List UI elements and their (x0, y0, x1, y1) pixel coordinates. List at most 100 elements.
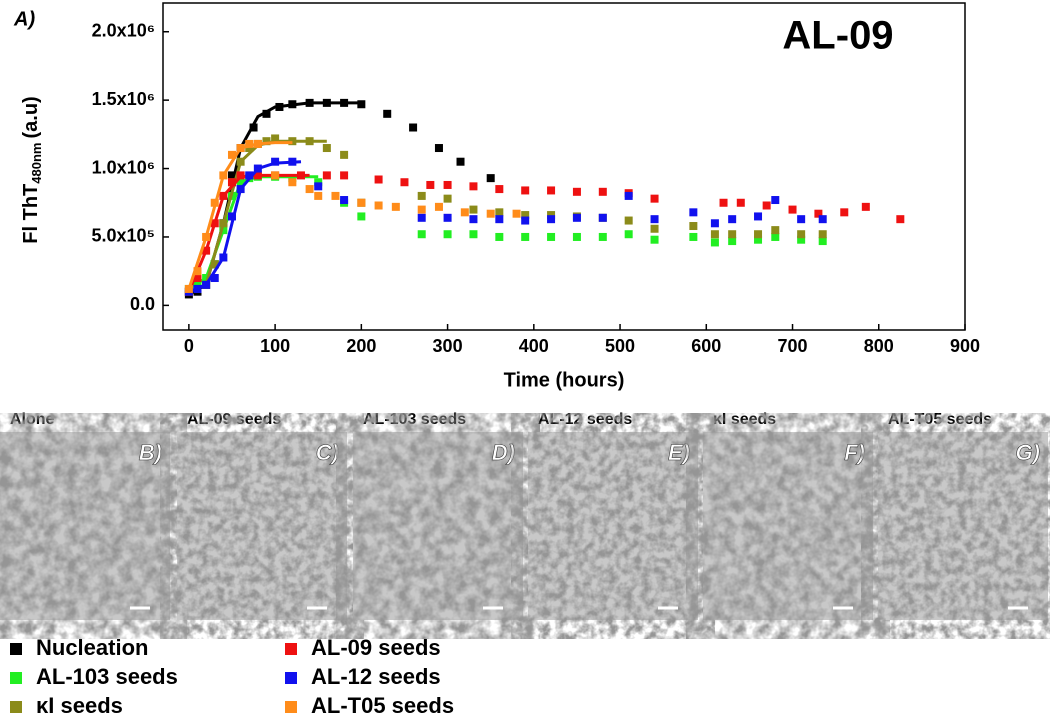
legend-label: AL-T05 seeds (311, 693, 454, 718)
micrograph-texture (878, 432, 1048, 620)
marker (486, 174, 495, 183)
x-axis-label: Time (hours) (504, 369, 625, 391)
marker (409, 123, 418, 132)
marker (340, 150, 349, 159)
x-tick-label: 300 (433, 336, 463, 356)
series (184, 171, 905, 296)
panel-title: Alone (10, 411, 55, 428)
marker (650, 194, 659, 203)
marker (417, 230, 426, 239)
marker (689, 222, 698, 231)
panel-letter: C) (316, 440, 339, 465)
marker (689, 208, 698, 217)
marker (547, 215, 556, 224)
panel-title: AL-T05 seeds (888, 411, 992, 428)
marker (357, 212, 366, 221)
panel-label: A) (13, 8, 35, 30)
marker (754, 235, 763, 244)
marker (572, 187, 581, 196)
marker (818, 237, 827, 246)
marker (417, 213, 426, 222)
legend-marker (10, 701, 22, 713)
marker (572, 213, 581, 222)
marker (434, 202, 443, 211)
marker (547, 211, 556, 220)
marker (840, 208, 849, 217)
marker (710, 219, 719, 228)
legend-marker (285, 672, 297, 684)
panel-title: AL-12 seeds (538, 411, 632, 428)
marker (443, 194, 452, 203)
y-tick-label: 0.0 (130, 294, 155, 314)
fit-line (188, 160, 302, 294)
panel-title: AL-09 seeds (187, 411, 281, 428)
marker (521, 232, 530, 241)
x-tick-label: 800 (864, 336, 894, 356)
marker (340, 171, 349, 180)
marker (434, 144, 443, 153)
y-axis-label: Fl ThT480nm (a.u) (20, 96, 44, 243)
marker (861, 202, 870, 211)
marker (314, 178, 323, 187)
marker (456, 157, 465, 166)
panel-letter: G) (1016, 440, 1040, 465)
legend-label: Nucleation (36, 635, 148, 660)
marker (495, 185, 504, 194)
x-tick-label: 700 (778, 336, 808, 356)
micrograph-texture (703, 432, 873, 620)
marker (357, 198, 366, 207)
panel-title: AL-103 seeds (363, 411, 466, 428)
marker (624, 191, 633, 200)
marker (426, 180, 435, 189)
marker (771, 232, 780, 241)
annotation: AL-09 (782, 14, 893, 58)
marker (443, 213, 452, 222)
marker (598, 232, 607, 241)
panel-letter: D) (492, 440, 515, 465)
marker (754, 230, 763, 239)
marker (771, 226, 780, 235)
marker (443, 180, 452, 189)
plot-frame (162, 2, 966, 331)
marker (495, 232, 504, 241)
marker (818, 230, 827, 239)
legend-label: AL-12 seeds (311, 664, 441, 689)
marker (797, 235, 806, 244)
marker (271, 171, 280, 180)
marker (227, 178, 236, 187)
marker (762, 201, 771, 210)
marker (357, 100, 366, 109)
marker (814, 209, 823, 218)
marker (262, 137, 271, 146)
marker (797, 215, 806, 224)
marker (417, 205, 426, 214)
marker (469, 230, 478, 239)
y-label-unit: (a.u) (20, 96, 42, 138)
fit-line (187, 141, 293, 290)
marker (227, 150, 236, 159)
marker (547, 232, 556, 241)
marker (391, 202, 400, 211)
marker (728, 237, 737, 246)
marker (227, 171, 236, 180)
panel-letter: F) (844, 440, 865, 465)
marker (572, 232, 581, 241)
marker (193, 267, 202, 276)
marker (728, 215, 737, 224)
marker (521, 186, 530, 195)
marker (598, 213, 607, 222)
marker (788, 205, 797, 214)
marker (469, 215, 478, 224)
x-tick-label: 500 (605, 336, 635, 356)
legend-marker (285, 701, 297, 713)
marker (521, 211, 530, 220)
panel-title: κI seeds (713, 411, 776, 428)
marker (495, 215, 504, 224)
marker (736, 198, 745, 207)
panel-letter: B) (139, 440, 162, 465)
legend-marker (10, 672, 22, 684)
marker (322, 144, 331, 153)
y-tick-label: 5.0x10⁵ (91, 226, 155, 246)
marker (547, 186, 556, 195)
